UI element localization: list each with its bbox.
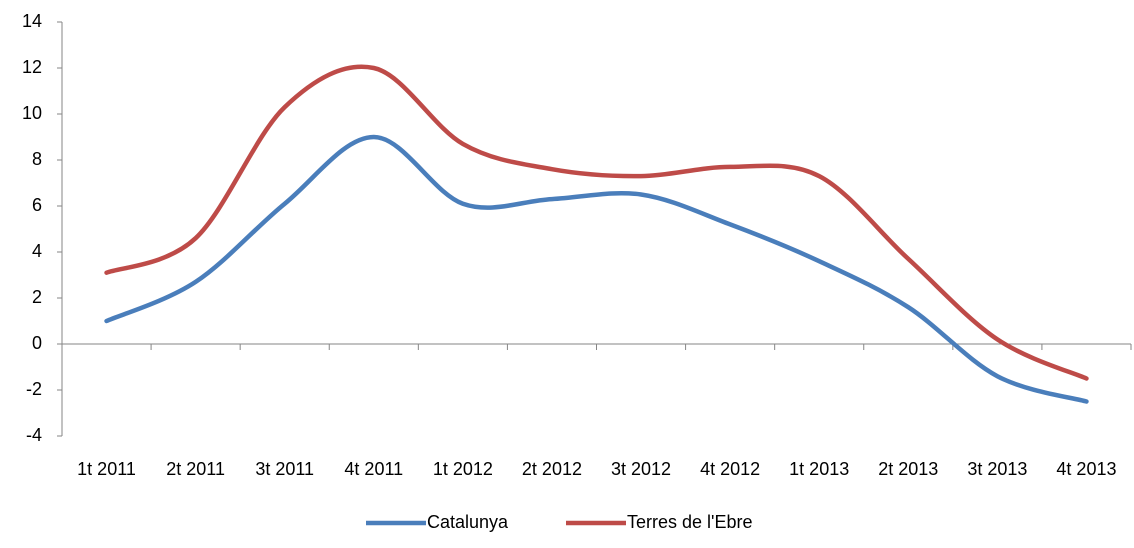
y-tick-label: -4 (26, 425, 42, 445)
line-series (104, 64, 1089, 381)
x-tick-label: 2t 2011 (166, 459, 225, 479)
y-tick-label: 14 (22, 11, 42, 31)
x-tick-label: 2t 2013 (878, 459, 938, 479)
y-tick-label: 8 (32, 149, 42, 169)
y-tick-label: 4 (32, 241, 42, 261)
line-series (104, 134, 1089, 404)
x-tick-label: 1t 2011 (77, 459, 136, 479)
x-tick-label: 4t 2013 (1056, 459, 1116, 479)
legend-label: Catalunya (427, 512, 509, 532)
y-tick-label: -2 (26, 379, 42, 399)
x-tick-label: 1t 2013 (789, 459, 849, 479)
x-tick-label: 3t 2012 (611, 459, 671, 479)
legend-label: Terres de l'Ebre (627, 512, 753, 532)
x-tick-label: 3t 2013 (967, 459, 1027, 479)
x-tick-label: 3t 2011 (255, 459, 314, 479)
x-tick-label: 4t 2011 (344, 459, 403, 479)
y-tick-label: 10 (22, 103, 42, 123)
y-tick-label: 12 (22, 57, 42, 77)
y-tick-label: 2 (32, 287, 42, 307)
x-tick-label: 4t 2012 (700, 459, 760, 479)
x-tick-label: 1t 2012 (433, 459, 493, 479)
x-tick-label: 2t 2012 (522, 459, 582, 479)
y-tick-label: 0 (32, 333, 42, 353)
y-tick-label: 6 (32, 195, 42, 215)
